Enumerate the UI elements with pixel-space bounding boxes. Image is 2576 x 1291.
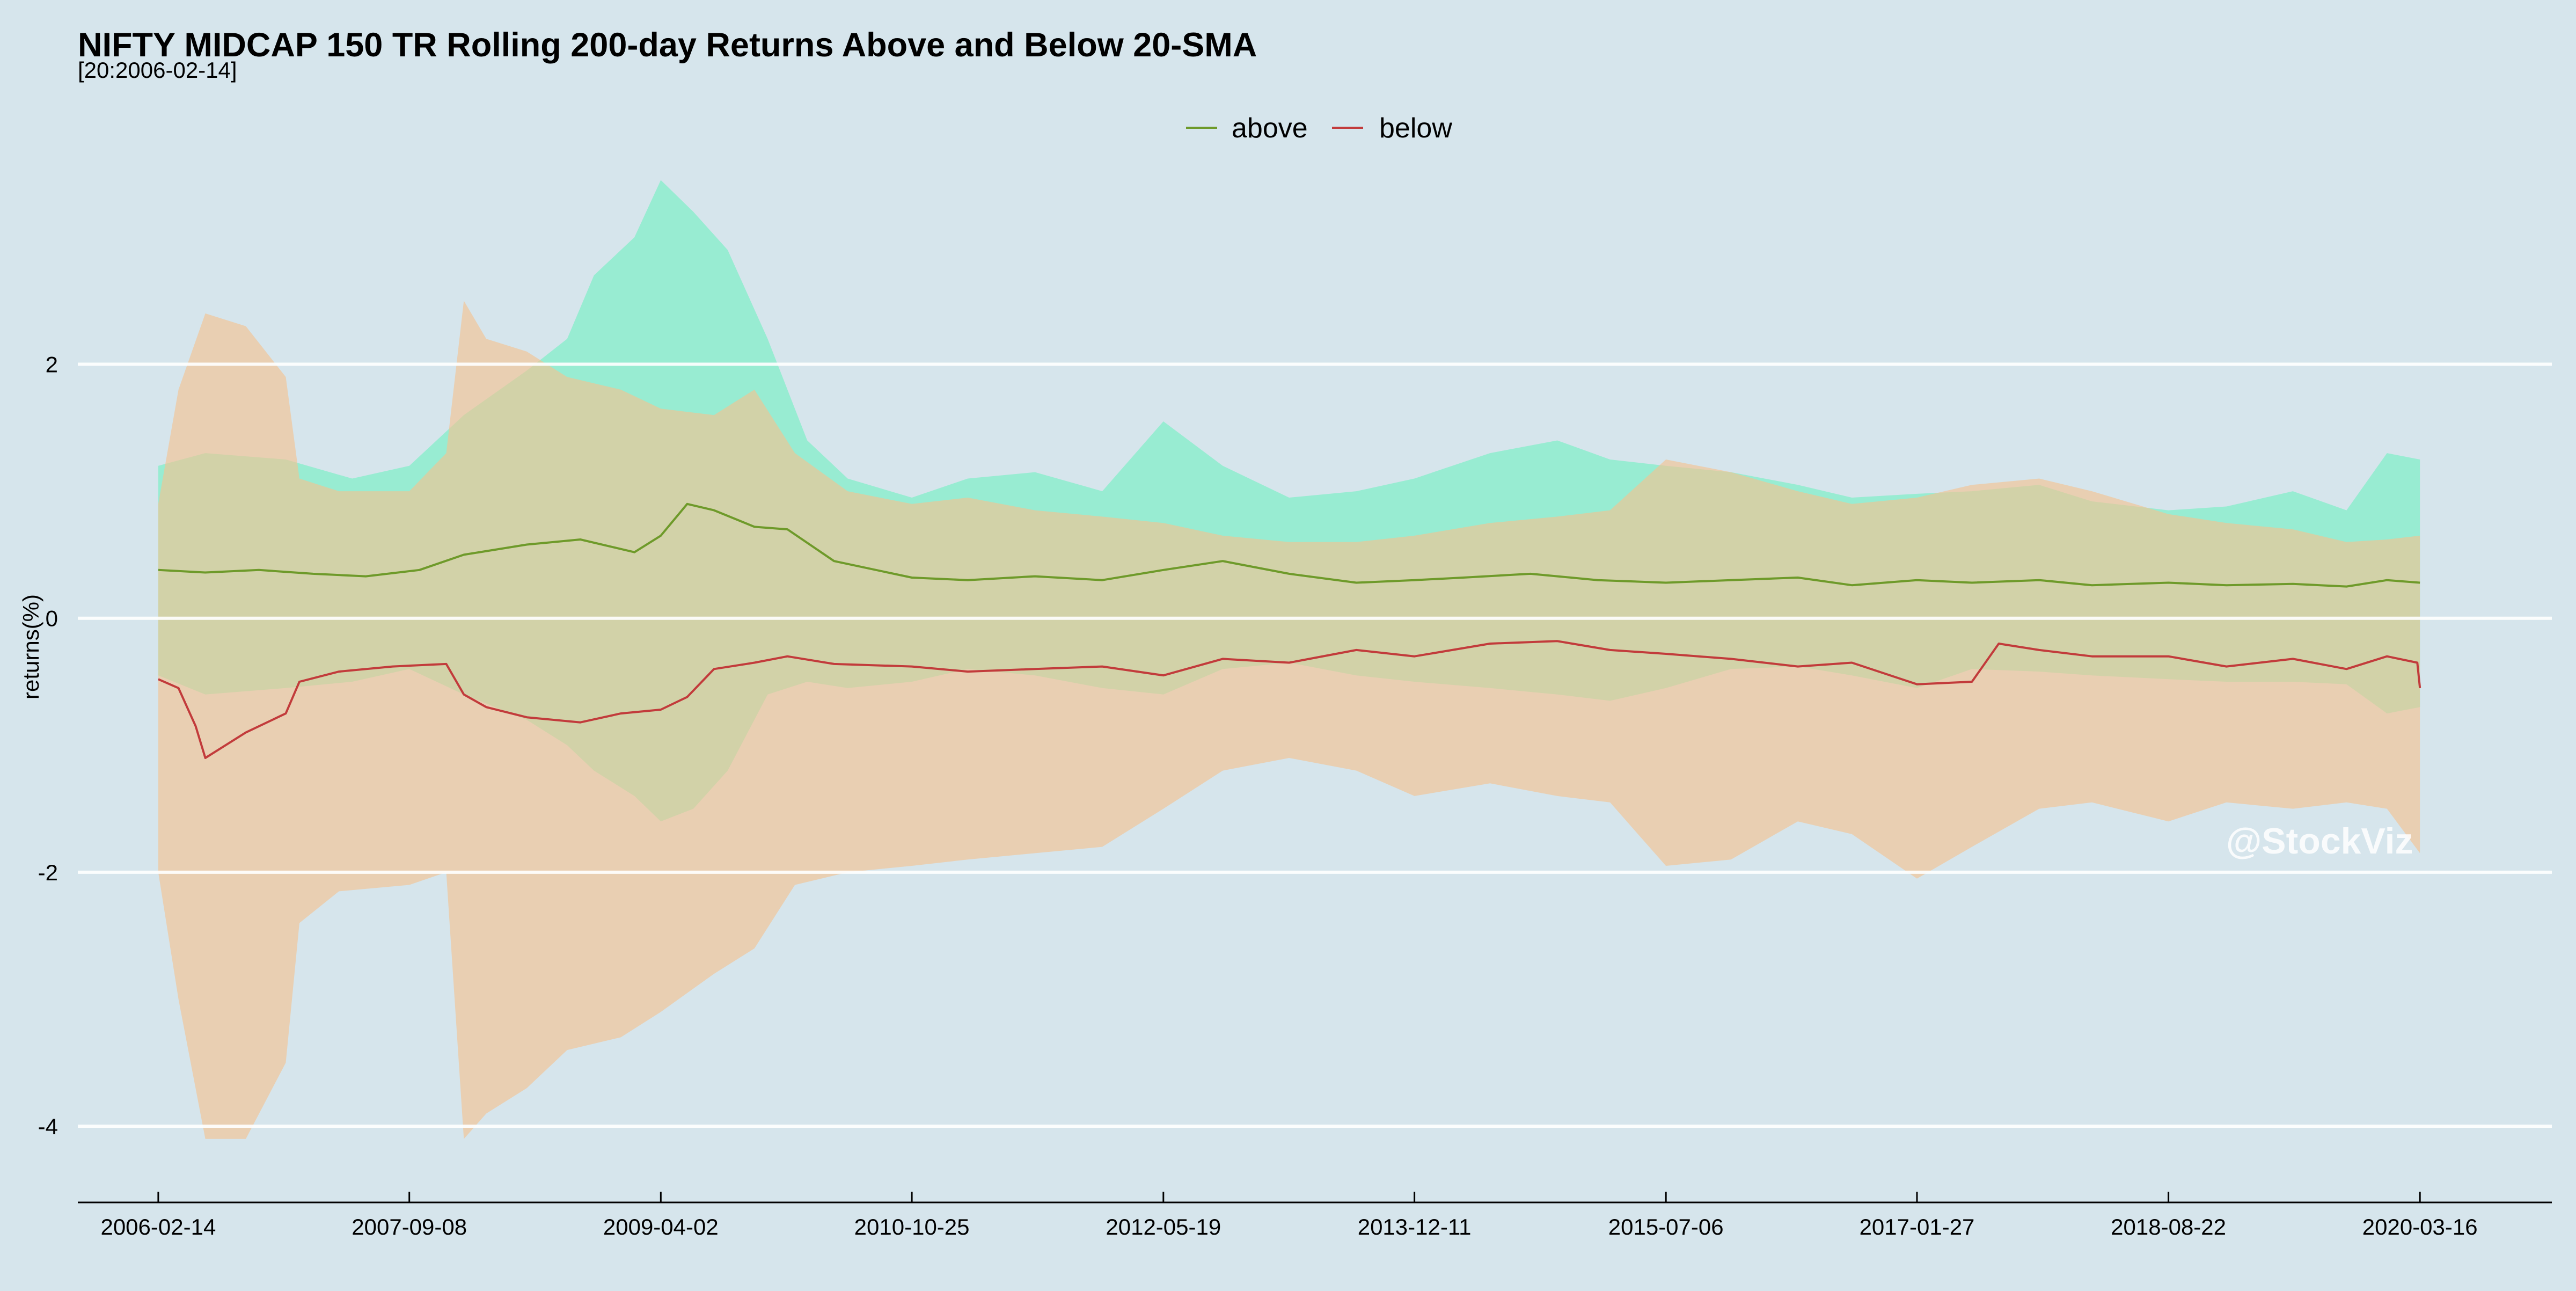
- bands-layer: [158, 180, 2420, 1139]
- x-tick-label-1: 2007-09-08: [352, 1214, 467, 1239]
- y-tick-label-1: -2: [38, 860, 58, 885]
- x-tick-label-4: 2012-05-19: [1106, 1214, 1221, 1239]
- x-tick-label-9: 2020-03-16: [2362, 1214, 2478, 1239]
- x-tick-label-2: 2009-04-02: [603, 1214, 719, 1239]
- series-line-above: [158, 502, 2420, 588]
- y-axis: -4 -2 0 2: [38, 352, 58, 1140]
- series-line-below: [158, 640, 2421, 759]
- lines-layer: [158, 502, 2421, 759]
- x-tick-label-3: 2010-10-25: [854, 1214, 970, 1239]
- y-axis-label: returns(%): [18, 594, 43, 699]
- chart-subtitle: [20:2006-02-14]: [78, 57, 237, 83]
- y-tick-label-0: -4: [38, 1114, 58, 1139]
- x-tick-label-8: 2018-08-22: [2111, 1214, 2226, 1239]
- grid-layer: [78, 362, 2552, 1128]
- y-tick-label-2: 0: [46, 606, 58, 631]
- x-tick-label-6: 2015-07-06: [1608, 1214, 1724, 1239]
- legend: above below: [1186, 113, 1452, 144]
- chart-title: NIFTY MIDCAP 150 TR Rolling 200-day Retu…: [78, 26, 1257, 64]
- legend-below-label: below: [1379, 113, 1452, 144]
- y-tick-label-3: 2: [46, 352, 58, 377]
- x-tick-label-0: 2006-02-14: [100, 1214, 216, 1239]
- watermark: @StockViz: [2226, 821, 2413, 862]
- x-axis: 2006-02-14 2007-09-08 2009-04-02 2010-10-25…: [78, 1192, 2552, 1239]
- legend-above-label: above: [1232, 113, 1308, 144]
- band-below: [158, 301, 2420, 1139]
- x-tick-label-5: 2013-12-11: [1358, 1214, 1472, 1239]
- x-tick-label-7: 2017-01-27: [1860, 1214, 1975, 1239]
